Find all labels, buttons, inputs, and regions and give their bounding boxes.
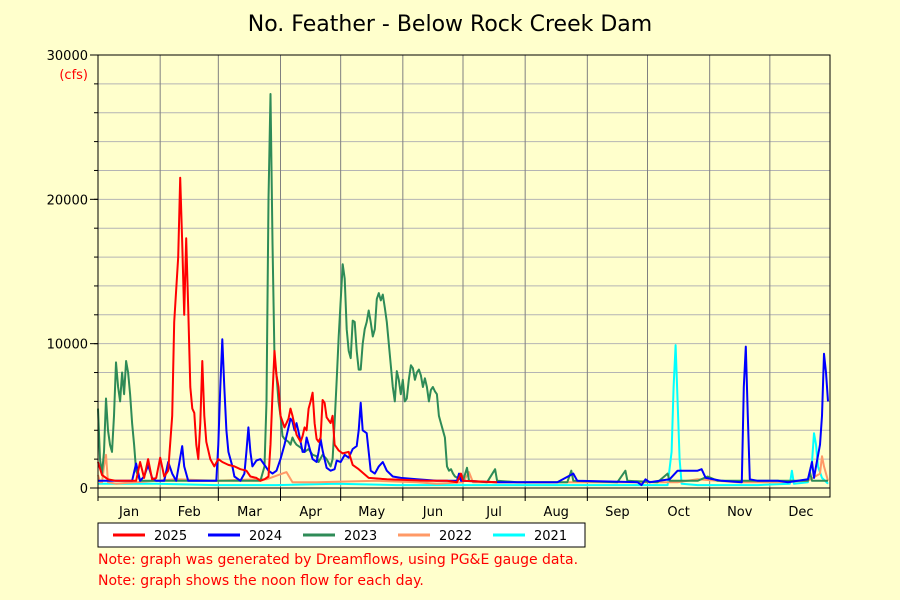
y-tick-label: 0 <box>80 482 88 497</box>
legend-label-2023: 2023 <box>344 529 377 544</box>
y-tick-label: 30000 <box>47 49 88 64</box>
x-tick-label: Aug <box>544 505 569 520</box>
series-2023-line <box>97 93 828 484</box>
plot-frame <box>97 54 831 498</box>
series-2022-line <box>97 453 829 485</box>
x-tick-label: Nov <box>727 505 753 520</box>
x-tick-label: Feb <box>178 505 201 520</box>
series-2021-line <box>98 344 829 487</box>
x-tick-label: May <box>358 505 385 520</box>
note-noon-flow: Note: graph shows the noon flow for each… <box>98 573 424 589</box>
x-tick-label: Sep <box>605 505 630 520</box>
x-axis: Jan Feb Mar Apr May Jun Jul Aug Sep Oct Nov Dec <box>97 487 830 520</box>
legend-label-2024: 2024 <box>249 529 282 544</box>
y-axis-label: (cfs) <box>59 68 88 83</box>
x-tick-label: Dec <box>788 505 813 520</box>
y-tick-label: 10000 <box>47 338 88 353</box>
x-tick-label: Apr <box>299 505 322 520</box>
note-source: Note: graph was generated by Dreamflows,… <box>98 552 579 568</box>
legend-label-2022: 2022 <box>439 529 472 544</box>
series-2025-line <box>97 176 498 484</box>
x-tick-label: Oct <box>667 505 689 520</box>
series-2024-line <box>98 338 829 487</box>
x-tick-label: Jul <box>485 505 502 520</box>
y-axis: 0 10000 20000 30000 <box>47 49 98 497</box>
x-tick-label: Jan <box>118 505 139 520</box>
x-tick-label: Mar <box>237 505 262 520</box>
legend-label-2021: 2021 <box>534 529 567 544</box>
series-layer <box>97 93 829 487</box>
grid-lines <box>98 54 830 489</box>
chart-title: No. Feather - Below Rock Creek Dam <box>247 12 653 37</box>
x-tick-label: Jun <box>422 505 443 520</box>
legend-label-2025: 2025 <box>154 529 187 544</box>
y-tick-label: 20000 <box>47 193 88 208</box>
legend: 2025 2024 2023 2022 2021 <box>97 522 586 548</box>
